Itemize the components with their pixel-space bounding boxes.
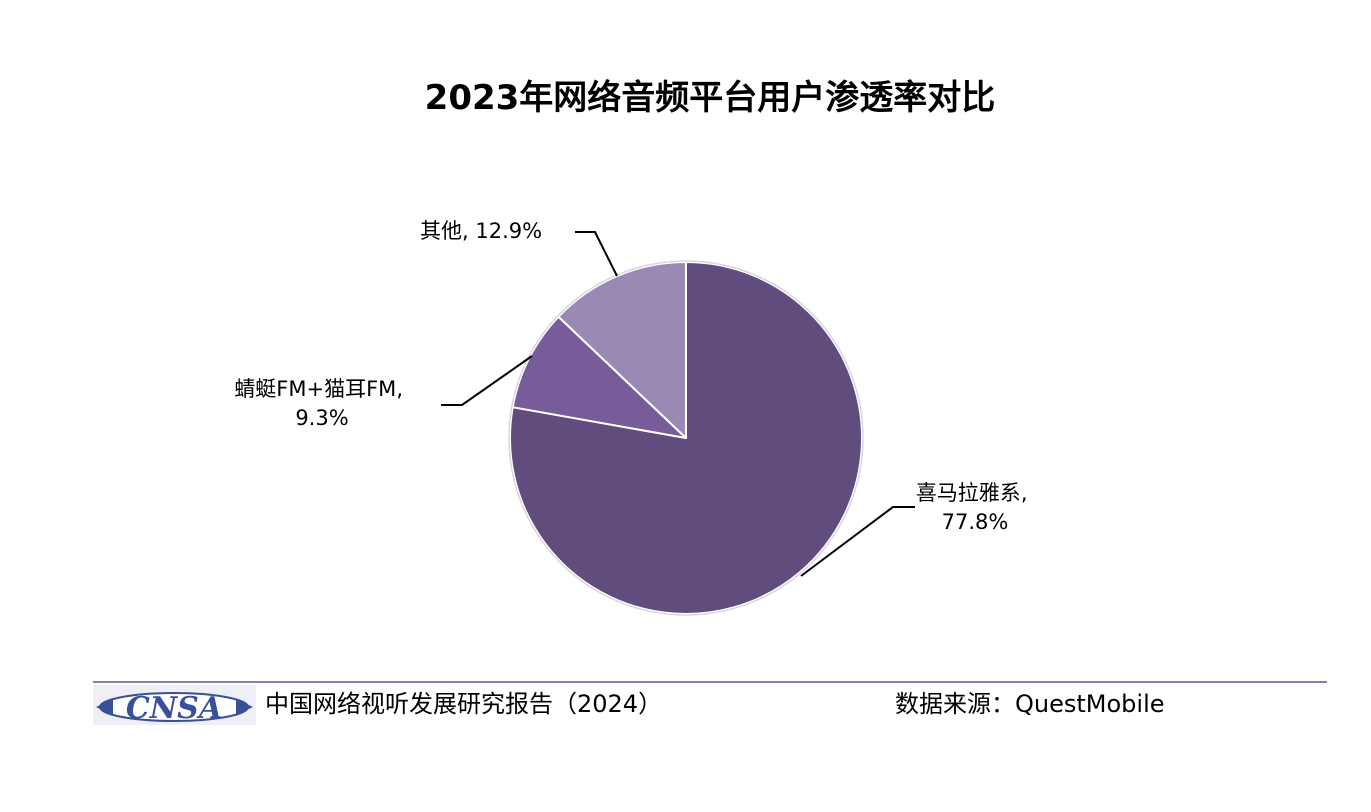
- data-source: 数据来源：QuestMobile: [895, 690, 1165, 718]
- slice-label-other-value: 12.9%: [475, 219, 542, 243]
- slice-label-other-name: 其他: [420, 219, 462, 243]
- slice-label-qingting-name: 蜻蜓FM+猫耳FM: [234, 377, 396, 401]
- slice-other: [557, 261, 687, 439]
- footer-divider: [93, 681, 1327, 683]
- slice-label-ximalaya: 喜马拉雅系, 77.8%: [916, 481, 1034, 534]
- leader-line-other: [575, 231, 618, 277]
- slice-label-other-sep: ,: [462, 219, 475, 243]
- cnsa-logo: CNSA: [93, 685, 256, 725]
- leader-line-ximalaya: [800, 506, 915, 577]
- slice-label-qingting-value: 9.3%: [295, 406, 348, 430]
- report-name: 中国网络视听发展研究报告（2024）: [265, 690, 663, 718]
- slice-label-qingting-sep: ,: [396, 377, 403, 401]
- chart-title: 2023年网络音频平台用户渗透率对比: [424, 78, 996, 118]
- slice-label-other: 其他, 12.9%: [420, 219, 542, 243]
- cnsa-logo-text: CNSA: [126, 691, 222, 725]
- slice-label-ximalaya-value: 77.8%: [942, 510, 1009, 534]
- slice-label-qingting: 蜻蜓FM+猫耳FM, 9.3%: [234, 377, 409, 430]
- pie-outline: [508, 260, 864, 616]
- pie-slices: [508, 260, 864, 616]
- slice-label-ximalaya-name: 喜马拉雅系: [916, 481, 1021, 505]
- slice-label-ximalaya-sep: ,: [1021, 481, 1028, 505]
- leader-line-qingting: [441, 355, 533, 406]
